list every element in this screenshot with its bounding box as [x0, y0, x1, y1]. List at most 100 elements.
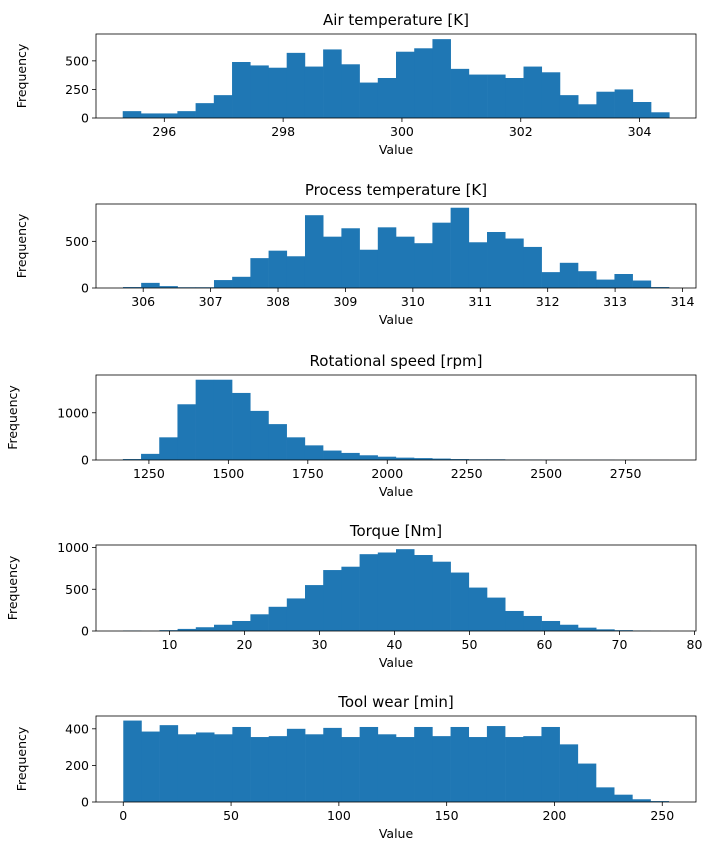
- histogram-bar: [377, 734, 397, 802]
- histogram-bar: [468, 587, 488, 631]
- histogram-bar: [232, 392, 251, 460]
- histogram-bar: [195, 103, 215, 118]
- histogram-bar: [359, 726, 379, 802]
- histogram-bar: [213, 379, 233, 460]
- histogram-bar: [414, 48, 433, 118]
- histogram-bar: [450, 207, 470, 288]
- histogram-bar: [323, 450, 342, 460]
- histogram-bar: [414, 458, 433, 460]
- histogram-bar: [377, 552, 397, 631]
- histogram-bar: [614, 89, 634, 118]
- histogram-bar: [323, 570, 342, 631]
- y-tick-label: 200: [65, 758, 89, 773]
- histogram-bar: [614, 274, 633, 288]
- histogram-bar: [505, 737, 524, 802]
- histogram-bar: [286, 256, 306, 288]
- histogram-bar: [414, 726, 433, 802]
- histogram-bar: [505, 238, 524, 288]
- histogram-bar: [395, 457, 415, 460]
- histogram-bar: [487, 232, 506, 288]
- y-axis-label: Frequency: [14, 726, 29, 791]
- histogram-bar: [214, 734, 233, 802]
- histogram-bar: [541, 72, 561, 118]
- histogram-bar: [141, 453, 160, 460]
- x-tick-label: 150: [435, 808, 459, 823]
- histogram-bar: [177, 628, 197, 631]
- histogram-bar: [286, 728, 306, 802]
- y-tick-label: 500: [65, 582, 89, 597]
- histogram-bar: [596, 91, 615, 118]
- histogram-bar: [359, 82, 379, 118]
- histogram-bar: [450, 68, 470, 118]
- histogram-bar: [523, 736, 542, 802]
- histogram-bar: [304, 66, 324, 118]
- histogram-bar: [377, 78, 397, 118]
- y-tick-label: 500: [65, 234, 89, 249]
- histogram-bar: [177, 734, 197, 802]
- histogram-bar: [505, 78, 524, 118]
- x-axis-label: Value: [379, 142, 414, 157]
- histogram-bar: [232, 276, 251, 288]
- y-tick-label: 250: [65, 82, 89, 97]
- histogram-bar: [122, 287, 142, 288]
- histogram-bar: [650, 287, 670, 288]
- histogram-bar: [268, 736, 288, 802]
- histogram-bar: [213, 95, 233, 118]
- x-axis-label: Value: [379, 826, 414, 841]
- histogram-bar: [450, 726, 470, 802]
- y-tick-label: 400: [65, 721, 89, 736]
- histogram-panel: 1250 1500 1750 2000 2250 2500 2750 0 1000 Rotatio…: [5, 352, 697, 499]
- histogram-bar: [523, 615, 542, 631]
- histogram-bar: [396, 737, 415, 802]
- x-tick-label: 2750: [610, 466, 642, 481]
- histogram-bar: [487, 74, 506, 118]
- histogram-bar: [596, 279, 615, 288]
- histogram-bar: [559, 624, 579, 631]
- chart-title: Tool wear [min]: [337, 693, 454, 711]
- y-axis-label: Frequency: [5, 555, 20, 620]
- histogram-bar: [250, 410, 269, 460]
- histogram-bar: [432, 561, 451, 631]
- x-tick-label: 309: [334, 294, 358, 309]
- histogram-bar: [304, 445, 324, 460]
- histogram-bar: [523, 246, 542, 288]
- x-tick-label: 312: [536, 294, 560, 309]
- histogram-bar: [377, 227, 397, 288]
- histogram-bar: [578, 627, 597, 631]
- histogram-bar: [195, 379, 215, 460]
- x-tick-label: 10: [162, 637, 178, 652]
- histogram-bar: [213, 280, 233, 288]
- histogram-bar: [341, 737, 360, 802]
- histogram-bar: [432, 736, 451, 802]
- histogram-bar: [286, 598, 306, 631]
- histogram-bar: [377, 456, 397, 460]
- x-tick-label: 200: [543, 808, 567, 823]
- histogram-bar: [541, 620, 561, 631]
- histogram-bar: [286, 437, 306, 460]
- axes-frame: [95, 544, 697, 632]
- histogram-bar: [195, 627, 215, 631]
- histogram-bar: [541, 726, 560, 802]
- chart-title: Air temperature [K]: [323, 11, 469, 29]
- histogram-bar: [250, 65, 269, 118]
- y-tick-label: 0: [81, 624, 89, 639]
- histogram-bar: [559, 744, 579, 802]
- x-tick-label: 50: [223, 808, 239, 823]
- y-tick-label: 0: [81, 453, 89, 468]
- histogram-bar: [268, 606, 288, 631]
- y-tick-label: 1000: [57, 405, 89, 420]
- axes-frame: [95, 374, 697, 461]
- axes-frame: [95, 203, 697, 289]
- histogram-bar: [505, 610, 524, 631]
- x-tick-label: 70: [612, 637, 628, 652]
- x-tick-label: 296: [152, 124, 176, 139]
- histogram-bar: [359, 249, 379, 288]
- histogram-bar: [341, 64, 360, 118]
- histogram-bar: [450, 572, 470, 631]
- histogram-bar: [304, 215, 324, 288]
- y-tick-label: 1000: [57, 540, 89, 555]
- x-tick-label: 2250: [451, 466, 483, 481]
- x-axis-label: Value: [379, 484, 414, 499]
- x-tick-label: 1500: [212, 466, 244, 481]
- histogram-bar: [396, 236, 415, 288]
